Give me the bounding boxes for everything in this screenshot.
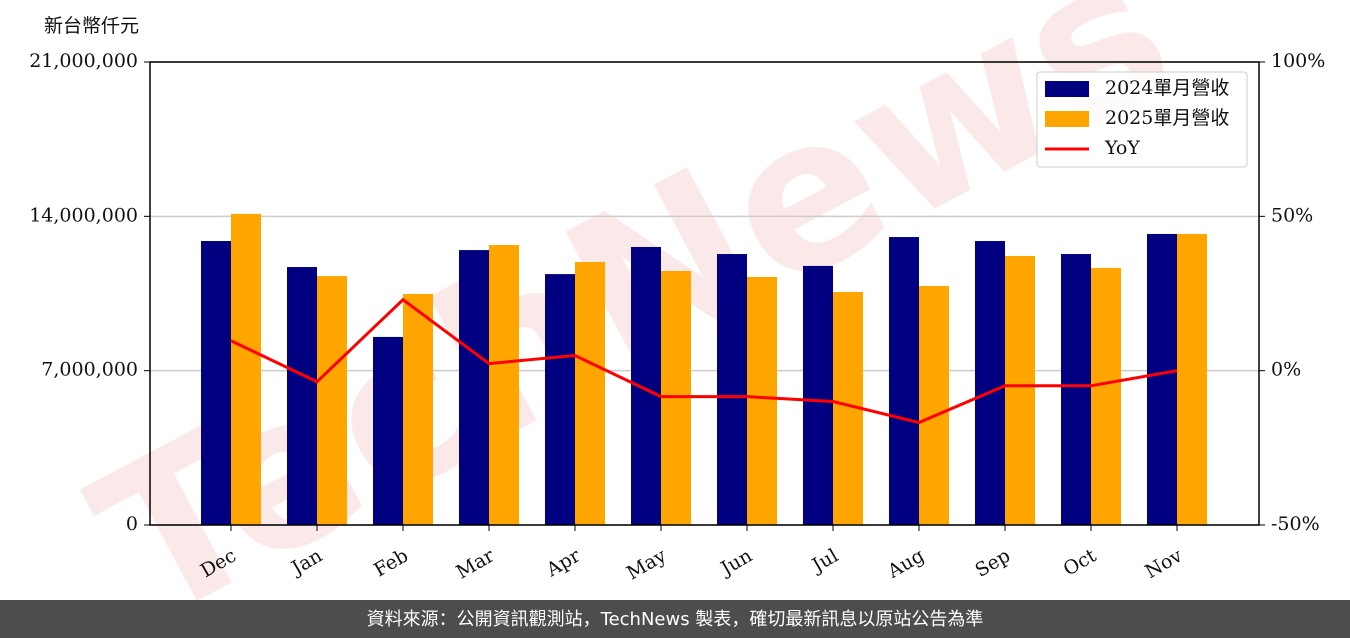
bar: [889, 237, 919, 525]
x-tick-label: Aug: [883, 545, 928, 584]
bar: [1177, 233, 1207, 525]
x-tick-label: Oct: [1060, 544, 1101, 580]
legend-label: 2025單月營收: [1105, 107, 1229, 129]
bar: [403, 293, 433, 525]
x-tick-label: Sep: [971, 545, 1014, 582]
x-tick-label: Jul: [807, 545, 842, 578]
y-tick-label: 14,000,000: [29, 204, 138, 226]
y-tick-label: 21,000,000: [29, 50, 138, 72]
bar: [717, 254, 747, 525]
footer-bar: [0, 600, 1350, 638]
bar: [317, 276, 347, 525]
bar: [545, 274, 575, 525]
y2-tick-label: 0%: [1271, 359, 1301, 381]
bar: [575, 261, 605, 525]
y-tick-label: 0: [126, 513, 138, 535]
bar: [1091, 267, 1121, 525]
y2-tick-label: 50%: [1271, 204, 1313, 226]
bar: [459, 250, 489, 525]
x-tick-label: Jun: [715, 545, 756, 581]
legend-box: [1036, 71, 1248, 168]
x-tick-label: May: [623, 544, 670, 584]
plot-frame: [149, 61, 1260, 526]
y2-tick-label: -50%: [1271, 513, 1320, 535]
bar: [803, 265, 833, 525]
bar: [231, 213, 261, 526]
y-axis-unit: 新台幣仟元: [44, 15, 139, 37]
footer-text: 資料來源：公開資訊觀測站，TechNews 製表，確切最新訊息以原站公告為準: [367, 609, 984, 630]
legend-swatch: [1045, 111, 1089, 127]
legend-swatch: [1045, 81, 1089, 97]
bar: [373, 336, 403, 525]
x-tick-label: Mar: [452, 544, 498, 583]
bar: [1005, 256, 1035, 525]
y2-tick-label: 100%: [1271, 50, 1325, 72]
y-tick-label: 7,000,000: [41, 359, 138, 381]
bar: [489, 244, 519, 525]
bar: [201, 241, 231, 525]
bar: [919, 286, 949, 525]
x-tick-label: Apr: [542, 544, 585, 581]
bar: [1061, 254, 1091, 525]
yoy-line: [230, 297, 1178, 425]
legend-label: 2024單月營收: [1105, 77, 1229, 99]
bar: [1147, 233, 1177, 525]
x-tick-label: Nov: [1141, 544, 1186, 583]
bar: [975, 241, 1005, 525]
legend-label: YoY: [1104, 137, 1140, 159]
bar: [747, 276, 777, 525]
bar: [287, 267, 317, 525]
